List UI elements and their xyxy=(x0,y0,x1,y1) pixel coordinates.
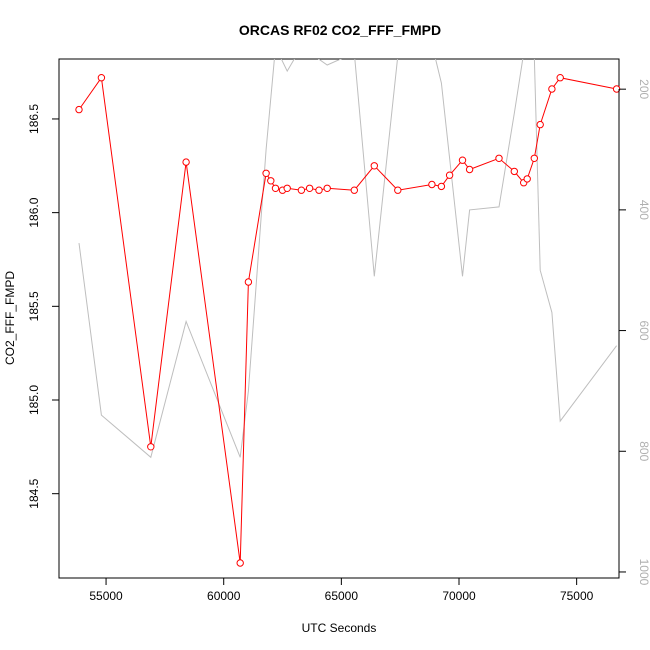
y2-tick-label: 1000 xyxy=(637,559,650,586)
y-tick-label: 185.0 xyxy=(27,385,41,415)
chart-title: ORCAS RF02 CO2_FFF_FMPD xyxy=(239,22,441,38)
data-point xyxy=(536,120,544,129)
data-point xyxy=(271,184,280,193)
data-point xyxy=(147,443,155,451)
y-tick-label: 185.5 xyxy=(27,291,41,321)
y2-tick-label: 200 xyxy=(637,79,650,99)
data-point xyxy=(530,154,538,163)
plot-frame xyxy=(58,58,620,579)
data-point xyxy=(315,186,323,194)
data-point xyxy=(370,162,378,170)
data-point xyxy=(458,156,467,164)
y2-tick-label: 600 xyxy=(637,321,650,341)
data-point xyxy=(283,184,291,193)
x-tick-label: 65000 xyxy=(325,589,359,603)
data-point xyxy=(437,182,446,191)
x-tick-label: 55000 xyxy=(89,589,123,603)
gray-series-line xyxy=(78,59,618,459)
data-point xyxy=(445,171,454,179)
y-tick-label: 186.5 xyxy=(27,104,41,134)
data-point xyxy=(244,278,253,286)
gray-series-layer xyxy=(78,59,618,459)
data-point xyxy=(350,186,358,194)
data-point xyxy=(556,74,564,82)
red-series-layer xyxy=(75,74,621,567)
data-point xyxy=(548,85,556,93)
x-axis-label: UTC Seconds xyxy=(302,621,377,635)
data-point xyxy=(182,158,190,166)
data-point xyxy=(305,184,314,193)
y-axis-label: CO2_FFF_FMPD xyxy=(3,271,17,365)
data-point xyxy=(323,184,331,193)
data-point xyxy=(495,154,503,163)
x-tick-label: 60000 xyxy=(207,589,241,603)
data-point xyxy=(267,177,275,185)
data-point xyxy=(262,169,270,178)
x-tick-label: 70000 xyxy=(442,589,476,603)
data-point xyxy=(75,105,83,114)
y2-tick-label: 800 xyxy=(637,441,650,461)
data-point xyxy=(97,74,106,82)
data-point xyxy=(428,180,436,189)
axes-layer: 55000 60000 65000 70000 75000 184.5 185.0 185.5… xyxy=(27,79,650,603)
y-tick-label: 186.0 xyxy=(27,197,41,227)
data-point xyxy=(297,186,306,194)
data-point xyxy=(465,165,474,174)
data-point xyxy=(394,186,402,194)
x-tick-label: 75000 xyxy=(560,589,594,603)
data-point xyxy=(523,175,531,183)
data-point xyxy=(236,559,244,567)
red-series-line xyxy=(78,76,617,564)
data-point xyxy=(510,167,518,176)
y-tick-label: 184.5 xyxy=(27,478,41,508)
y2-tick-label: 400 xyxy=(637,200,650,220)
